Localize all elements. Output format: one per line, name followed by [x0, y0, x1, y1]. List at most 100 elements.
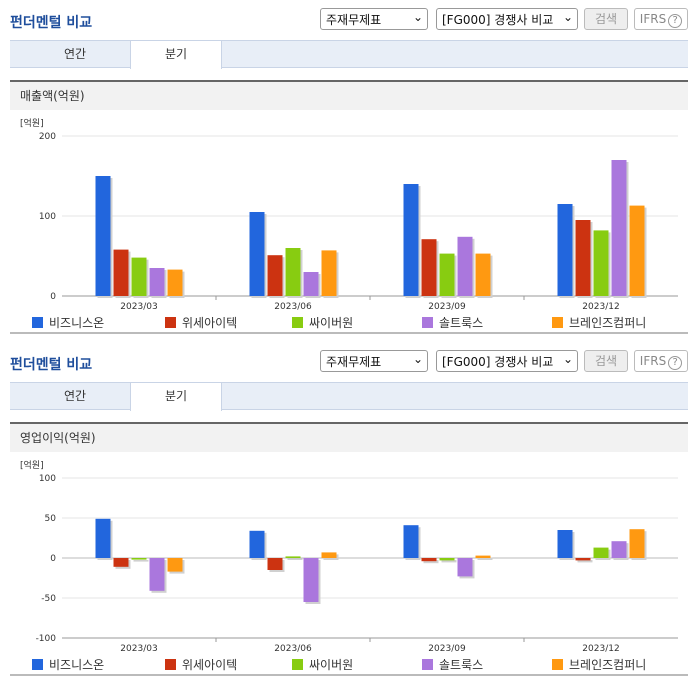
bar — [131, 257, 147, 296]
bar — [475, 253, 491, 296]
tab-quarterly[interactable]: 분기 — [130, 383, 222, 411]
search-button[interactable]: 검색 — [584, 8, 628, 30]
legend-label: 싸이버원 — [309, 658, 354, 672]
bar — [267, 558, 283, 570]
bar — [285, 248, 301, 296]
bar — [403, 525, 419, 558]
legend-item[interactable]: 비즈니스온 — [32, 314, 104, 331]
bar — [267, 255, 283, 296]
bar — [149, 268, 165, 296]
section-title: 영업이익(억원) — [10, 422, 688, 452]
legend-item[interactable]: 싸이버원 — [292, 656, 353, 673]
bar — [575, 558, 591, 561]
legend-item[interactable]: 브레인즈컴퍼니 — [552, 314, 646, 331]
tab-quarterly[interactable]: 분기 — [130, 41, 222, 69]
legend-label: 싸이버원 — [309, 316, 354, 330]
x-tick-label: 2023/03 — [120, 302, 157, 312]
legend-label: 솔트룩스 — [439, 658, 484, 672]
legend-swatch — [552, 317, 563, 328]
legend-swatch — [552, 659, 563, 670]
unit-label: [억원] — [20, 117, 44, 129]
bar-shadow — [423, 560, 439, 564]
bar — [285, 556, 301, 558]
bar — [321, 250, 337, 296]
sales-bar-chart: [억원] 0 100 200 2023/03 2023/06 2023/09 2023/12 — [20, 117, 678, 312]
search-button[interactable]: 검색 — [584, 350, 628, 372]
panel-header: 펀더멘털 비교 주재무제표 ⌄ [FG000] 경쟁사 비교 ⌄ 검색 IFRS? — [0, 342, 696, 380]
ifrs-button[interactable]: IFRS? — [634, 350, 688, 372]
legend-item[interactable]: 위세아이텍 — [165, 656, 237, 673]
y-tick-label: 0 — [50, 292, 56, 302]
peer-select[interactable]: [FG000] 경쟁사 비교 ⌄ — [436, 8, 578, 30]
bar — [593, 547, 609, 558]
bar-shadow — [577, 560, 593, 563]
legend-swatch — [32, 659, 43, 670]
tab-annual[interactable]: 연간 — [63, 47, 87, 61]
unit-label: [억원] — [20, 459, 44, 471]
x-tick-label: 2023/09 — [428, 644, 466, 654]
legend-swatch — [165, 659, 176, 670]
legend-label: 비즈니스온 — [49, 658, 105, 672]
chevron-down-icon: ⌄ — [412, 352, 423, 366]
bar — [303, 272, 319, 296]
ifrs-label: IFRS — [639, 12, 667, 26]
bar-shadow — [287, 558, 303, 560]
bar — [475, 555, 491, 558]
legend-item[interactable]: 솔트룩스 — [422, 656, 483, 673]
legend-label: 위세아이텍 — [182, 316, 238, 330]
bar — [113, 249, 129, 296]
bar — [167, 558, 183, 572]
bar-shadow — [133, 560, 149, 562]
x-tick-label: 2023/06 — [274, 644, 312, 654]
bar — [167, 269, 183, 296]
x-tick-label: 2023/12 — [582, 302, 619, 312]
legend-item[interactable]: 싸이버원 — [292, 314, 353, 331]
bar — [611, 160, 627, 296]
panel-title: 펀더멘털 비교 — [10, 15, 93, 31]
chart-legend: 비즈니스온 위세아이텍 싸이버원 솔트룩스 브레인즈컴퍼니 — [10, 310, 688, 334]
y-tick-label: 100 — [39, 474, 56, 484]
chevron-down-icon: ⌄ — [412, 10, 423, 24]
statement-select[interactable]: 주재무제표 ⌄ — [320, 350, 428, 372]
period-tabs: 연간 분기 — [10, 382, 688, 411]
period-tabs: 연간 분기 — [10, 40, 688, 69]
legend-item[interactable]: 브레인즈컴퍼니 — [552, 656, 646, 673]
bar — [321, 552, 337, 558]
bar — [575, 220, 591, 296]
bar — [303, 558, 319, 602]
y-tick-label: 50 — [45, 514, 57, 524]
bar — [131, 558, 147, 560]
legend-swatch — [165, 317, 176, 328]
statement-select-value: 주재무제표 — [326, 355, 382, 369]
tab-annual[interactable]: 연간 — [63, 389, 87, 403]
bar — [421, 558, 437, 562]
legend-item[interactable]: 비즈니스온 — [32, 656, 104, 673]
legend-item[interactable]: 솔트룩스 — [422, 314, 483, 331]
legend-swatch — [32, 317, 43, 328]
bar-shadow — [477, 557, 493, 560]
ifrs-button[interactable]: IFRS? — [634, 8, 688, 30]
peer-select-value: [FG000] 경쟁사 비교 — [442, 13, 554, 27]
chevron-down-icon: ⌄ — [562, 10, 573, 24]
x-tick-label: 2023/03 — [120, 644, 157, 654]
bar — [403, 184, 419, 296]
help-icon: ? — [668, 14, 683, 28]
peer-select[interactable]: [FG000] 경쟁사 비교 ⌄ — [436, 350, 578, 372]
x-tick-label: 2023/09 — [428, 302, 466, 312]
ifrs-label: IFRS — [639, 354, 667, 368]
legend-label: 브레인즈컴퍼니 — [569, 658, 647, 672]
bar — [95, 518, 111, 558]
bar — [457, 236, 473, 296]
bar — [149, 558, 165, 591]
legend-item[interactable]: 위세아이텍 — [165, 314, 237, 331]
chart-legend: 비즈니스온 위세아이텍 싸이버원 솔트룩스 브레인즈컴퍼니 — [10, 652, 688, 676]
operating-income-bar-chart: [억원] -100 -50 0 50 100 2023/03 2023/06 2023/09 20… — [20, 459, 678, 654]
y-tick-label: 0 — [50, 554, 56, 564]
help-icon: ? — [668, 356, 683, 370]
bar-shadow — [441, 560, 457, 563]
bar — [611, 541, 627, 558]
statement-select[interactable]: 주재무제표 ⌄ — [320, 8, 428, 30]
bar — [249, 212, 265, 296]
bar — [439, 558, 455, 561]
y-tick-label: -50 — [41, 594, 56, 604]
